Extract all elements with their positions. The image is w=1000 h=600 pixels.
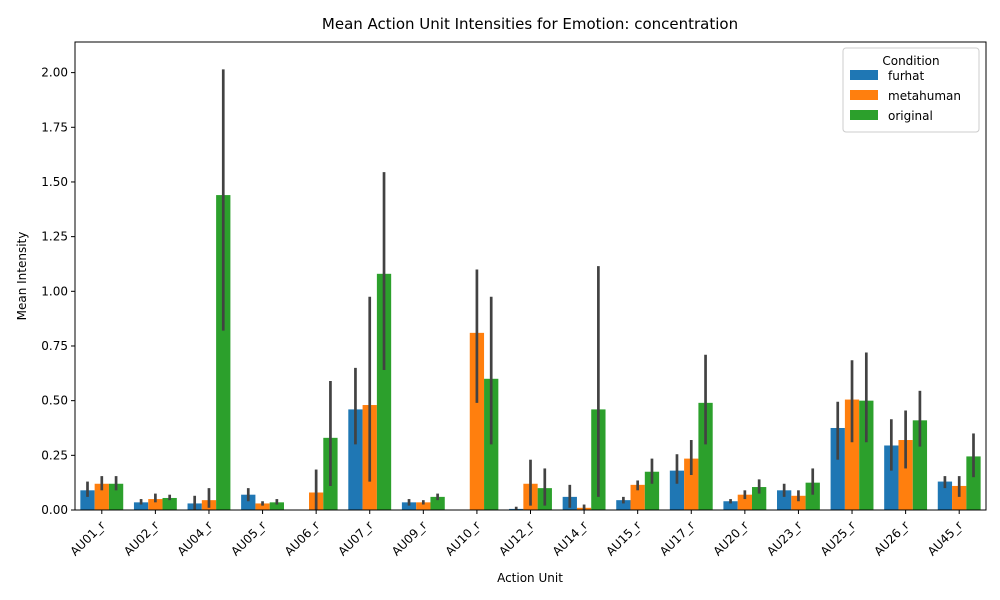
bar-original-AU45_r (966, 456, 981, 510)
bar-furhat-AU07_r (348, 409, 363, 510)
bar-metahuman-AU25_r (844, 399, 860, 510)
bar-metahuman-AU02_r (148, 499, 163, 510)
x-axis-label: Action Unit (497, 571, 563, 585)
bar-original-AU04_r (216, 195, 231, 510)
bar-metahuman-AU20_r (737, 494, 752, 510)
y-tick-label: 1.00 (41, 284, 68, 298)
bar-furhat-AU26_r (884, 445, 899, 510)
legend-label-original: original (888, 109, 933, 123)
bar-original-AU20_r (751, 487, 767, 510)
bar-original-AU07_r (376, 273, 392, 510)
bar-furhat-AU25_r (830, 427, 845, 510)
chart-title: Mean Action Unit Intensities for Emotion… (322, 15, 738, 33)
error-bars (86, 69, 975, 510)
bar-furhat-AU17_r (669, 470, 685, 510)
bar-furhat-AU23_r (777, 490, 792, 510)
bar-furhat-AU15_r (616, 500, 631, 510)
legend-swatch-metahuman (850, 90, 878, 100)
bar-furhat-AU45_r (937, 481, 953, 510)
bar-metahuman-AU09_r (416, 502, 431, 510)
bar-original-AU05_r (269, 502, 284, 510)
bar-metahuman-AU01_r (94, 483, 109, 510)
bar-furhat-AU20_r (723, 501, 738, 510)
y-tick-label: 2.00 (41, 66, 68, 80)
bar-original-AU26_r (912, 420, 928, 510)
bar-original-AU17_r (698, 402, 713, 510)
legend-label-furhat: furhat (888, 69, 925, 83)
bar-metahuman-AU26_r (898, 440, 913, 510)
legend-items: furhat metahuman original (850, 69, 961, 123)
legend-swatch-furhat (850, 70, 878, 80)
legend-swatch-original (850, 110, 878, 120)
bar-metahuman-AU23_r (791, 495, 806, 510)
bar-original-AU09_r (430, 496, 445, 510)
bar-metahuman-AU05_r (255, 503, 270, 510)
bar-original-AU23_r (805, 482, 820, 510)
bar-original-AU15_r (644, 471, 660, 510)
bar-furhat-AU01_r (80, 490, 95, 510)
y-tick-label: 0.25 (41, 448, 68, 462)
bar-original-AU01_r (108, 483, 124, 510)
bar-furhat-AU05_r (241, 494, 256, 510)
bar-furhat-AU02_r (133, 502, 149, 510)
bar-series (80, 195, 981, 510)
bar-original-AU02_r (162, 497, 177, 510)
legend-title: Condition (882, 54, 939, 68)
plot-frame (74, 41, 987, 511)
y-tick-label: 1.75 (41, 120, 68, 134)
legend: Condition furhat metahuman original (842, 47, 980, 133)
y-axis-ticks: 0.00 0.25 0.50 0.75 1.00 1.25 1.50 1.75 2.00 (41, 66, 75, 517)
y-tick-label: 1.25 (41, 230, 68, 244)
bar-furhat-AU09_r (401, 502, 417, 510)
bar-metahuman-AU45_r (952, 485, 967, 510)
bar-metahuman-AU17_r (684, 458, 699, 510)
y-tick-label: 0.00 (41, 503, 68, 517)
bar-metahuman-AU15_r (630, 484, 645, 510)
legend-label-metahuman: metahuman (888, 89, 961, 103)
bar-original-AU25_r (859, 400, 874, 510)
y-tick-label: 0.75 (41, 339, 68, 353)
y-axis-label: Mean Intensity (15, 232, 29, 321)
y-tick-label: 1.50 (41, 175, 68, 189)
y-tick-label: 0.50 (41, 394, 68, 408)
bar-metahuman-AU10_r (469, 332, 485, 510)
